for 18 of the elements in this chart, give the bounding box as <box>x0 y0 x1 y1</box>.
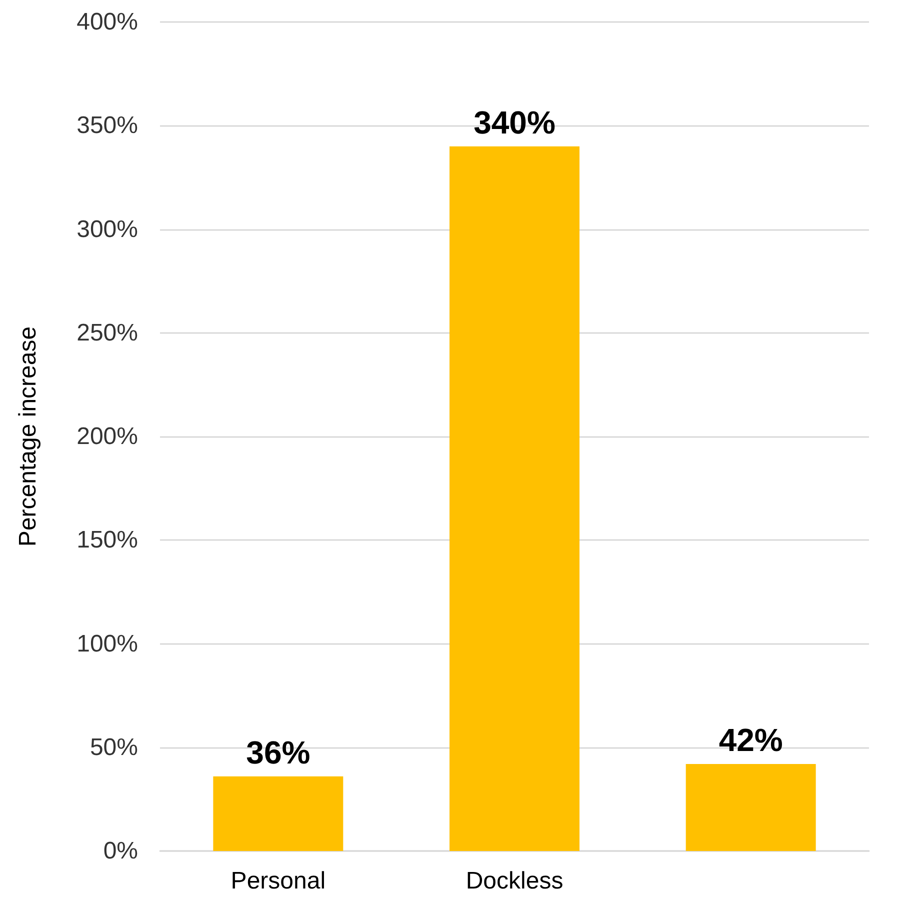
data-label: 36% <box>246 734 310 770</box>
y-axis-title: Percentage increase <box>14 326 42 547</box>
bar <box>686 764 816 851</box>
y-tick-label: 350% <box>76 112 138 140</box>
x-tick-label: Dockless <box>466 868 564 894</box>
y-tick-label: 400% <box>76 8 138 36</box>
data-label: 340% <box>474 104 556 140</box>
bar <box>213 776 344 851</box>
y-tick-label: 200% <box>76 423 138 450</box>
y-tick-label: 100% <box>76 630 138 658</box>
x-tick-label: Personal <box>230 868 326 894</box>
data-label: 42% <box>718 722 783 758</box>
y-tick-label: 300% <box>76 216 138 243</box>
y-tick-label: 250% <box>76 319 138 346</box>
y-tick-label: 150% <box>76 526 138 554</box>
y-tick-label: 0% <box>103 838 138 864</box>
bar <box>450 146 580 851</box>
y-tick-label: 50% <box>90 734 138 761</box>
